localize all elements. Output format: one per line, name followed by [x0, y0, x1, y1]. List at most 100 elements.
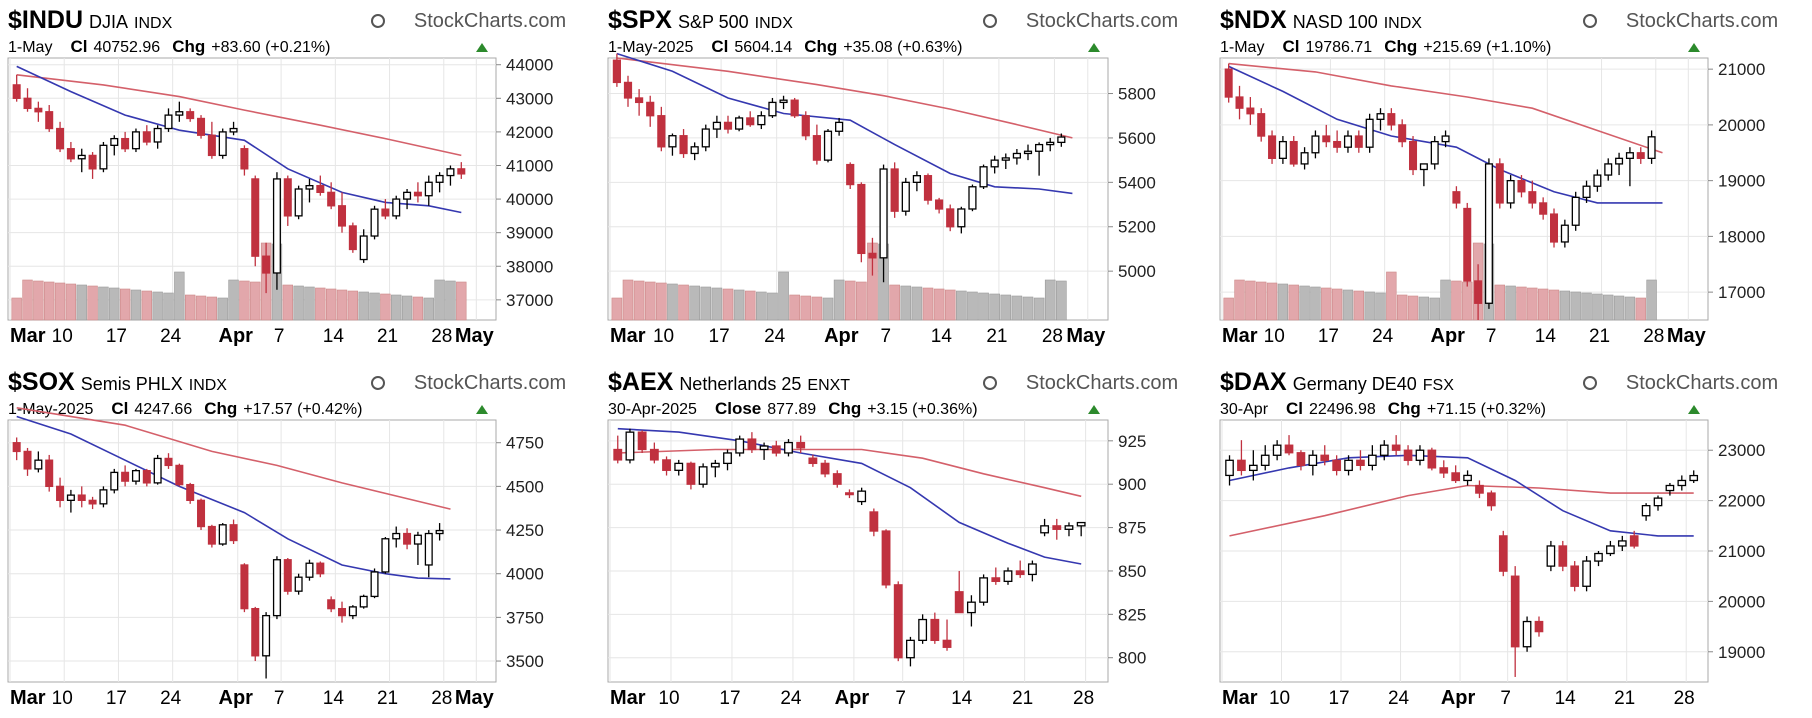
candle-body	[392, 532, 401, 540]
candle-body	[1015, 570, 1025, 576]
quote-date: 30-Apr-2025	[608, 401, 697, 418]
y-tick-label: 925	[1118, 432, 1146, 451]
x-tick-label: 17	[719, 688, 740, 709]
candle-body	[735, 117, 744, 130]
volume-bar	[33, 280, 44, 321]
candle-body	[1343, 135, 1352, 148]
exchange-code: FSX	[1423, 377, 1454, 394]
x-tick-label: Apr	[1441, 687, 1476, 709]
candle-body	[283, 178, 292, 217]
y-tick-label: 19000	[1718, 172, 1765, 191]
volume-bar	[1342, 289, 1354, 321]
candle-body	[1615, 157, 1624, 165]
candle-body	[305, 184, 314, 190]
y-tick-label: 875	[1118, 519, 1146, 538]
quote-date: 1-May	[1220, 39, 1264, 56]
x-tick-label: 17	[1318, 326, 1339, 347]
volume-bar	[656, 282, 667, 321]
x-tick-label: 28	[431, 688, 452, 709]
volume-bar	[678, 284, 689, 321]
candle-body	[110, 471, 119, 491]
x-tick-label: 14	[951, 688, 973, 709]
candle-body	[34, 107, 43, 113]
candle-body	[1582, 185, 1591, 199]
symbol: $INDU	[8, 6, 83, 34]
candle-body	[1278, 140, 1287, 159]
candle-body	[1300, 152, 1309, 165]
candle-body	[879, 168, 888, 259]
x-tick-label: 21	[1614, 688, 1635, 709]
close-label: Close	[715, 399, 761, 418]
candle-body	[990, 159, 999, 168]
volume-bar	[711, 287, 723, 321]
volume-bar	[1537, 288, 1549, 321]
symbol-label: $DAX Germany DE40 FSX	[1220, 368, 1454, 396]
volume-bar	[689, 285, 700, 321]
candle-body	[1012, 152, 1021, 159]
candle-body	[1463, 474, 1472, 482]
candle-body	[56, 127, 65, 150]
y-tick-label: 17000	[1718, 283, 1765, 302]
candle-body	[327, 599, 336, 610]
candle-body	[56, 485, 65, 501]
candle-body	[218, 131, 227, 157]
candle-body	[679, 135, 688, 155]
candle-body	[175, 464, 184, 486]
candle-body	[942, 639, 952, 648]
candle-body	[790, 99, 799, 117]
close-value: 4247.66	[134, 401, 192, 418]
y-tick-label: 800	[1118, 649, 1146, 668]
watermark-icon	[371, 14, 385, 28]
volume-bar	[1011, 295, 1023, 321]
candle-body	[186, 111, 195, 120]
y-tick-label: 39000	[506, 224, 553, 243]
y-tick-label: 825	[1118, 605, 1146, 624]
volume-bar	[789, 294, 800, 321]
x-tick-label: 17	[106, 326, 127, 347]
x-tick-label: 10	[1264, 326, 1285, 347]
instrument-name: DJIA	[89, 12, 128, 32]
volume-bar	[1592, 293, 1603, 321]
volume-bar	[11, 297, 22, 321]
watermark-icon	[371, 376, 385, 390]
volume-bar	[1516, 286, 1527, 321]
change-value: +35.08 (+0.63%)	[843, 39, 962, 56]
y-tick-label: 41000	[506, 156, 553, 175]
close-value: 877.89	[767, 401, 816, 418]
watermark-icon	[983, 376, 997, 390]
candle-body	[979, 166, 988, 188]
candle-body	[294, 576, 303, 592]
volume-bar	[1000, 294, 1012, 321]
volume-bar	[1407, 295, 1419, 321]
candle-body	[1235, 96, 1244, 109]
volume-bar	[347, 290, 359, 321]
close-label: Cl	[1286, 399, 1303, 418]
candle-body	[1064, 525, 1074, 530]
candle-body	[88, 154, 97, 170]
candle-body	[283, 559, 292, 592]
change-label: Chg	[172, 37, 205, 56]
volume-bar	[744, 290, 756, 321]
candle-body	[23, 450, 32, 470]
x-tick-label: Mar	[1222, 687, 1258, 709]
candle-body	[435, 174, 444, 183]
candle-body	[812, 135, 821, 161]
candle-body	[1415, 449, 1425, 461]
x-tick-label: 14	[323, 688, 345, 709]
x-tick-label: 21	[986, 326, 1007, 347]
candle-body	[906, 639, 915, 659]
x-tick-label: 28	[1042, 326, 1063, 347]
candle-body	[1534, 620, 1544, 633]
candle-body	[1403, 449, 1413, 461]
candle-body	[370, 571, 379, 598]
x-tick-label: 7	[274, 688, 285, 709]
y-tick-label: 4000	[506, 565, 544, 584]
x-tick-label: 21	[1012, 688, 1033, 709]
watermark-icon	[983, 14, 997, 28]
volume-bar	[1044, 279, 1056, 321]
candle-body	[207, 525, 216, 545]
volume-bar	[1277, 283, 1289, 321]
volume-bar	[282, 284, 293, 321]
instrument-name: Semis PHLX	[81, 374, 183, 394]
